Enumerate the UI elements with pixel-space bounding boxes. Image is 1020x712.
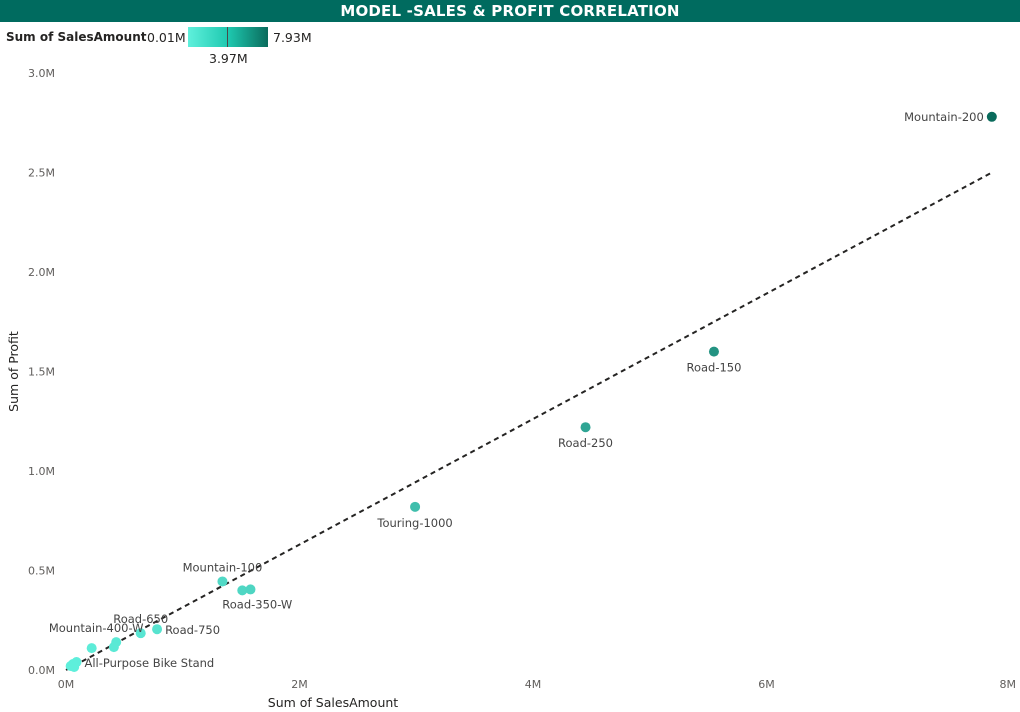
- x-tick-label: 6M: [758, 678, 775, 691]
- x-tick-label: 0M: [58, 678, 75, 691]
- color-legend: Sum of SalesAmount 0.01M 7.93M 3.97M: [0, 24, 420, 68]
- data-label: Mountain-100: [183, 560, 263, 574]
- chart-title: MODEL -SALES & PROFIT CORRELATION: [0, 0, 1020, 22]
- legend-gradient-bar: [188, 27, 268, 47]
- data-point[interactable]: [86, 643, 97, 654]
- legend-title: Sum of SalesAmount: [6, 30, 147, 44]
- y-tick-label: 0.0M: [28, 664, 55, 677]
- y-tick-label: 0.5M: [28, 565, 55, 578]
- data-point[interactable]: [237, 585, 248, 596]
- x-axis-title: Sum of SalesAmount: [268, 695, 399, 710]
- data-label: Mountain-400-W: [49, 621, 144, 635]
- y-axis-title: Sum of Profit: [6, 331, 21, 412]
- data-point[interactable]: [580, 422, 591, 433]
- legend-mid-marker: [227, 27, 228, 47]
- x-tick-label: 8M: [1000, 678, 1017, 691]
- data-label: Road-350-W: [222, 597, 292, 611]
- data-point[interactable]: [245, 584, 256, 595]
- y-tick-label: 3.0M: [28, 67, 55, 80]
- data-point[interactable]: [986, 111, 997, 122]
- legend-max-label: 7.93M: [273, 30, 312, 45]
- y-tick-label: 1.0M: [28, 465, 55, 478]
- x-axis-ticks: 0M 2M 4M 6M 8M: [58, 678, 1016, 691]
- data-labels: Mountain-200 Road-150 Road-250 Touring-1000…: [49, 110, 984, 670]
- data-point[interactable]: [108, 642, 119, 653]
- data-point[interactable]: [152, 624, 163, 635]
- data-points[interactable]: [65, 111, 997, 673]
- data-label: Road-250: [558, 436, 613, 450]
- data-label: Touring-1000: [376, 516, 452, 530]
- y-tick-label: 2.0M: [28, 266, 55, 279]
- data-label: Road-150: [686, 361, 741, 375]
- y-axis-ticks: 0.0M 0.5M 1.0M 1.5M 2.0M 2.5M 3.0M: [28, 67, 55, 677]
- x-tick-label: 4M: [525, 678, 542, 691]
- legend-min-label: 0.01M: [147, 30, 186, 45]
- trend-line: [65, 171, 993, 671]
- data-point[interactable]: [217, 576, 228, 587]
- data-point[interactable]: [410, 501, 421, 512]
- legend-mid-label: 3.97M: [209, 51, 248, 66]
- data-label: Mountain-200: [904, 110, 984, 124]
- data-point[interactable]: [708, 346, 719, 357]
- x-tick-label: 2M: [291, 678, 308, 691]
- data-point[interactable]: [135, 628, 146, 639]
- data-label: Road-750: [165, 623, 220, 637]
- data-label: Road-650: [113, 612, 168, 626]
- data-label: All-Purpose Bike Stand: [85, 656, 215, 670]
- y-tick-label: 2.5M: [28, 167, 55, 180]
- y-tick-label: 1.5M: [28, 366, 55, 379]
- data-point[interactable]: [69, 662, 80, 673]
